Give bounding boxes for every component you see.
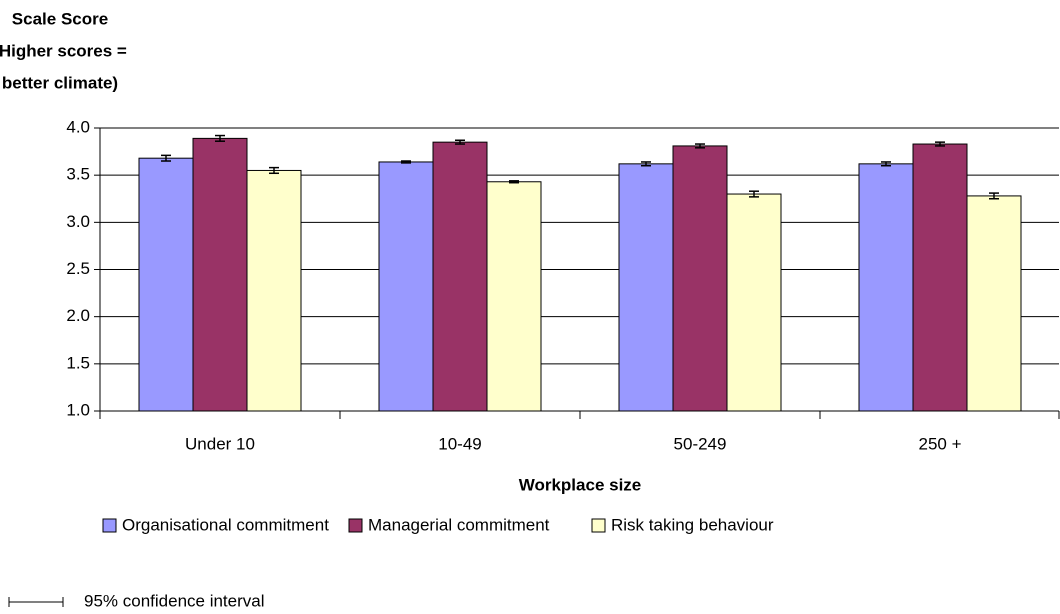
x-tick-label: 250 + — [918, 434, 961, 453]
x-tick-label: Under 10 — [185, 434, 255, 453]
error-bar — [641, 161, 651, 167]
y-tick-label: 2.0 — [66, 306, 90, 325]
bar — [966, 195, 1022, 412]
error-bar — [161, 154, 171, 162]
x-tick-label: 50-249 — [674, 434, 727, 453]
y-tick-label: 1.0 — [66, 400, 90, 419]
bar — [246, 169, 302, 412]
y-axis-label: (Higher scores = — [0, 41, 127, 60]
bar — [912, 143, 968, 412]
y-axis-label: Scale Score — [12, 9, 108, 28]
bar — [138, 157, 194, 412]
y-tick-label: 1.5 — [66, 353, 90, 372]
error-bar — [881, 161, 891, 167]
x-axis-label: Workplace size — [519, 475, 642, 494]
error-bar — [269, 166, 279, 175]
y-tick-label: 4.0 — [66, 117, 90, 136]
error-bar — [749, 190, 759, 198]
error-bar — [509, 180, 519, 184]
bar — [486, 181, 542, 412]
legend-swatch — [102, 518, 117, 533]
error-bar — [695, 143, 705, 149]
bar — [726, 193, 782, 412]
y-tick-label: 3.5 — [66, 165, 90, 184]
legend-label: Risk taking behaviour — [611, 515, 774, 534]
bar — [192, 137, 248, 412]
bar — [858, 163, 914, 412]
y-axis-label: better climate) — [2, 73, 118, 92]
x-tick-label: 10-49 — [438, 434, 481, 453]
y-tick-label: 2.5 — [66, 259, 90, 278]
legend-label: Managerial commitment — [368, 515, 550, 534]
note: 95% confidence interval — [84, 591, 265, 610]
legend-label: Organisational commitment — [122, 515, 329, 534]
legend-swatch — [591, 518, 606, 533]
y-tick-label: 3.0 — [66, 212, 90, 231]
legend-swatch — [348, 518, 363, 533]
error-bar — [215, 134, 225, 142]
error-bar — [455, 139, 465, 145]
bar — [378, 161, 434, 412]
bar — [618, 163, 674, 412]
error-bar — [401, 160, 411, 164]
bar — [672, 145, 728, 412]
error-bar — [935, 141, 945, 147]
error-bar — [989, 192, 999, 200]
bar — [432, 141, 488, 412]
